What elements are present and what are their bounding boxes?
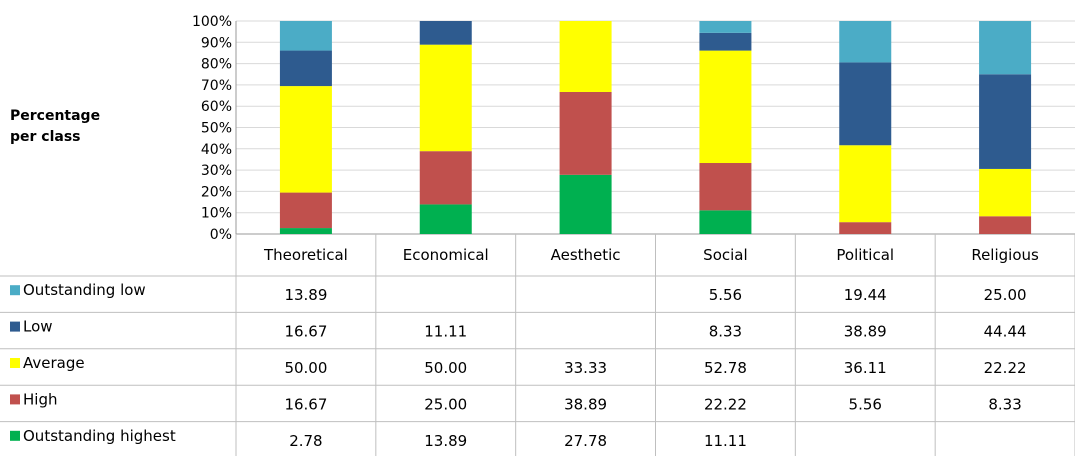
y-tick-label: 80% <box>201 57 232 73</box>
legend-swatch <box>10 430 20 441</box>
x-tick-label: Theoretical <box>263 246 348 264</box>
data-table-value: 44.44 <box>984 323 1027 341</box>
bar-segment <box>699 32 752 51</box>
bar-segment <box>699 50 752 164</box>
x-tick-label: Political <box>836 246 894 264</box>
bar-segment <box>839 62 892 146</box>
bar-segment <box>979 216 1032 234</box>
bar-segment <box>419 21 472 45</box>
bar-segment <box>419 151 472 205</box>
y-tick-label: 0% <box>210 227 232 243</box>
data-table-value: 25.00 <box>424 395 467 413</box>
bar-segment <box>279 20 332 51</box>
bar-segment <box>839 222 892 234</box>
y-tick-label: 90% <box>201 35 232 51</box>
x-tick-label: Aesthetic <box>551 246 621 264</box>
data-table-value: 50.00 <box>424 359 467 377</box>
data-table-value: 5.56 <box>849 395 882 413</box>
data-table-value: 19.44 <box>844 286 887 304</box>
gridlines <box>235 20 1075 235</box>
bar-segment <box>279 192 332 229</box>
data-table-value: 50.00 <box>284 359 327 377</box>
data-table-value: 38.89 <box>844 323 887 341</box>
data-table-value: 16.67 <box>284 323 327 341</box>
data-table-value: 27.78 <box>564 432 607 450</box>
legend-swatch <box>10 394 20 405</box>
y-tick-label: 70% <box>201 78 232 94</box>
y-tick-label: 50% <box>201 121 232 137</box>
y-tick-label: 10% <box>201 206 232 222</box>
x-tick-label: Religious <box>971 246 1039 264</box>
bar-segment <box>699 163 752 211</box>
legend-swatch <box>10 321 20 332</box>
legend-label: Outstanding highest <box>23 427 176 445</box>
data-table-value: 52.78 <box>704 359 747 377</box>
x-tick-label: Economical <box>403 246 489 264</box>
bar-segment <box>979 74 1032 169</box>
bar-segment <box>839 145 892 223</box>
legend-swatch <box>10 358 20 368</box>
y-tick-label: 20% <box>201 184 232 200</box>
data-table-value: 33.33 <box>564 359 607 377</box>
y-tick-label: 30% <box>201 163 232 179</box>
bar-segment <box>979 168 1032 217</box>
legend-label: Outstanding low <box>23 281 146 299</box>
data-table-value: 8.33 <box>988 395 1021 413</box>
legend-swatch <box>10 285 20 296</box>
bar-segment <box>699 210 752 234</box>
legend-label: Average <box>23 354 85 372</box>
data-table-value: 8.33 <box>709 323 742 341</box>
data-table-value: 5.56 <box>709 286 742 304</box>
data-table-value: 22.22 <box>704 395 747 413</box>
bar-segment <box>979 21 1032 75</box>
data-table-value: 13.89 <box>284 286 327 304</box>
legend-label: High <box>23 390 57 408</box>
y-tick-labels: 0% 10% 20% 30% 40% 50% 60% 70% 80% 90% 100% <box>192 14 232 243</box>
bar-segment <box>279 86 332 193</box>
data-table-value: 22.22 <box>984 359 1027 377</box>
data-table-value: 13.89 <box>424 432 467 450</box>
y-axis-label-line-2: per class <box>10 129 81 145</box>
bar-segment <box>699 21 752 33</box>
data-table-value: 36.11 <box>844 359 887 377</box>
bar-segment <box>419 44 472 152</box>
data-table-value: 11.11 <box>424 323 467 341</box>
y-axis-label-line-1: Percentage <box>10 108 101 124</box>
x-tick-label: Social <box>703 246 747 264</box>
bar-segment <box>419 204 472 234</box>
y-tick-label: 100% <box>192 14 232 30</box>
bar-segment <box>559 91 612 175</box>
data-table-value: 16.67 <box>284 395 327 413</box>
data-table-value: 38.89 <box>564 395 607 413</box>
bars <box>279 20 1032 234</box>
bar-segment <box>839 21 892 63</box>
bar-segment <box>559 174 612 234</box>
legend-label: Low <box>23 318 53 336</box>
bar-segment <box>279 228 332 234</box>
data-table-value: 2.78 <box>289 432 322 450</box>
y-tick-label: 60% <box>201 99 232 115</box>
bar-segment <box>279 50 332 87</box>
data-table: Theoretical Economical Aesthetic Social Poli… <box>0 234 1075 456</box>
y-tick-label: 40% <box>201 142 232 158</box>
data-table-value: 25.00 <box>984 286 1027 304</box>
bar-segment <box>559 21 612 92</box>
data-table-value: 11.11 <box>704 432 747 450</box>
y-axis-label: Percentage per class <box>10 106 100 148</box>
